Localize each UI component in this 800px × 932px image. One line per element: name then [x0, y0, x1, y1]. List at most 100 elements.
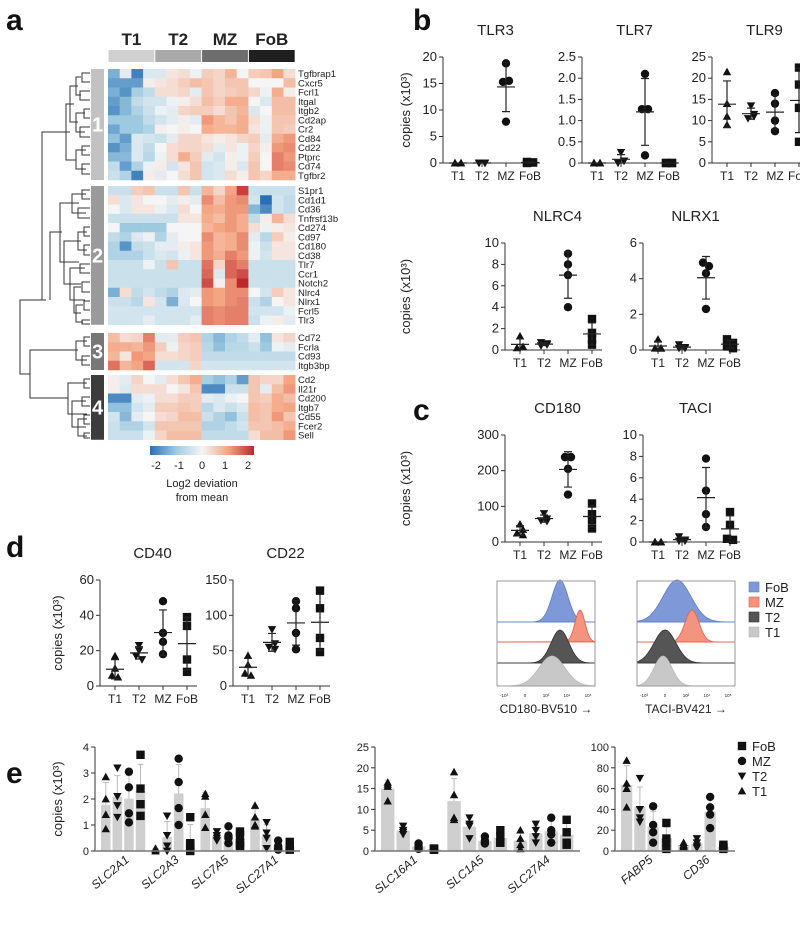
heatmap-cell [143, 78, 156, 88]
heatmap-cell [283, 186, 296, 196]
chart-title: CD40 [133, 545, 171, 562]
heatmap: T1 T2 MZ FoB1Tgfbrap1Cxcr5Fcrl1ItgalItgb2Cd… [91, 30, 338, 504]
gene-label: Itgal [298, 97, 316, 108]
error-bar [636, 786, 643, 807]
data-point-FoB [794, 103, 800, 113]
heatmap-cell [178, 204, 191, 215]
error-bar [187, 824, 194, 841]
heatmap-cell [271, 384, 284, 394]
heatmap-cell [283, 269, 296, 279]
heatmap-cell [119, 133, 132, 144]
heatmap-cell [248, 106, 261, 116]
heatmap-cell [213, 393, 226, 404]
heatmap-cell [178, 186, 191, 196]
heatmap-cell [260, 278, 273, 289]
heatmap-cell [143, 96, 156, 107]
x-tick-label: T1 [108, 692, 122, 706]
gene-label: Cd55 [298, 412, 321, 423]
gene-axis-label: FABP5 [618, 852, 656, 887]
heatmap-cell [143, 213, 156, 224]
data-point-FoB [182, 667, 192, 677]
heatmap-cell [271, 412, 284, 422]
mean-sd-bar [697, 255, 715, 300]
heatmap-cell [166, 315, 179, 326]
data-point-MZ [563, 303, 573, 312]
y-tick-label: 0 [430, 155, 437, 170]
cluster-label: 3 [92, 342, 103, 364]
gene-axis-label: SLC7A5 [188, 852, 231, 892]
x-tick-label: T1 [651, 356, 665, 370]
data-point-T1 [101, 794, 110, 803]
heatmap-cell [248, 232, 261, 242]
heatmap-cell [143, 375, 156, 385]
data-point-FoB [562, 828, 571, 837]
heatmap-cell [166, 170, 179, 181]
gene-label: Cxcr5 [298, 78, 323, 89]
gene-label: Cd84 [298, 134, 321, 145]
mean-sd-bar [559, 251, 577, 299]
heatmap-cell [236, 260, 249, 270]
heatmap-cell [213, 250, 226, 261]
heatmap-cell [283, 143, 296, 153]
x-tick-label: T1 [651, 548, 665, 562]
heatmap-cell [260, 213, 273, 224]
data-point-T2 [737, 772, 747, 781]
gene-axis-label: SLC27A4 [504, 852, 553, 896]
heatmap-cell [248, 143, 261, 153]
data-point-T1 [201, 792, 210, 800]
heatmap-cell [271, 69, 284, 79]
heatmap-cell [154, 333, 167, 343]
heatmap-cell [260, 152, 273, 162]
gene-axis-label: SLC2A3 [138, 852, 181, 892]
heatmap-cell [236, 87, 249, 98]
heatmap-cell [201, 152, 214, 162]
heatmap-cell [283, 78, 296, 88]
heatmap-cell [166, 384, 179, 394]
heatmap-cell [248, 421, 261, 431]
heatmap-cell [119, 297, 132, 307]
heatmap-cell [283, 412, 296, 422]
x-tick-label: MZ [559, 548, 576, 562]
heatmap-cell [189, 87, 202, 98]
heatmap-cell [260, 241, 273, 252]
data-point-MZ [648, 838, 658, 847]
heatmap-cell [178, 250, 191, 261]
flow-x-tick-label: -10³ [640, 693, 649, 698]
heatmap-cell [248, 306, 261, 316]
heatmap-cell [225, 152, 237, 162]
data-point-T2 [465, 814, 474, 822]
heatmap-cell [213, 96, 226, 107]
colorbar-tick: -2 [151, 460, 161, 472]
heatmap-cell [225, 78, 237, 88]
heatmap-cell [236, 223, 249, 233]
y-tick-label: 5 [430, 129, 437, 144]
heatmap-cell [119, 115, 132, 125]
heatmap-cell [248, 297, 261, 307]
data-point-T2 [134, 642, 144, 650]
heatmap-cell [283, 241, 296, 252]
heatmap-cell [201, 402, 214, 413]
heatmap-cell [201, 360, 214, 371]
heatmap-cell [225, 315, 237, 326]
heatmap-cell [178, 124, 191, 135]
heatmap-cell [225, 170, 237, 181]
heatmap-cell [178, 232, 191, 242]
heatmap-cell [108, 351, 120, 362]
heatmap-cell [131, 106, 144, 116]
data-point-T2 [749, 113, 759, 121]
chart-title: CD22 [266, 545, 304, 562]
heatmap-cell [213, 170, 226, 181]
heatmap-cell [201, 375, 214, 385]
bar-T2 [634, 806, 646, 851]
heatmap-cell [283, 393, 296, 404]
heatmap-cell [154, 342, 167, 352]
heatmap-cell [260, 69, 273, 79]
gene-label: Tlr3 [298, 316, 314, 327]
data-point-FoB [496, 826, 505, 835]
heatmap-cell [119, 384, 132, 394]
heatmap-cell [271, 430, 284, 441]
data-point-MZ [498, 77, 508, 87]
heatmap-cell [143, 124, 156, 135]
heatmap-cell [248, 412, 261, 422]
